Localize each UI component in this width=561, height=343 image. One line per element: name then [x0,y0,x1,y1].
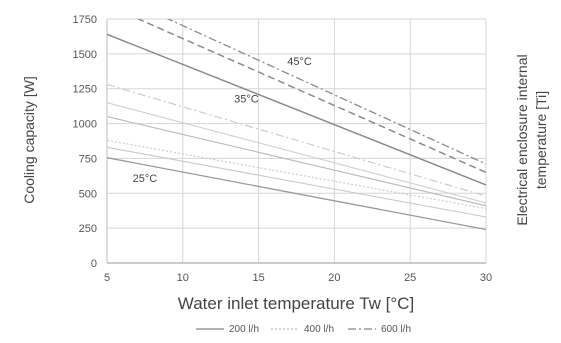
series-line-25c-200lh [107,157,486,231]
y-tick-label: 1750 [73,14,97,26]
series-line-45c-400lh [136,19,486,174]
series-line-45c-600lh [166,19,486,165]
x-tick-label: 10 [177,272,189,284]
x-tick-label: 30 [480,272,492,284]
temperature-annotation: 45°C [287,56,312,68]
legend-label: 200 l/h [229,324,259,335]
y-tick-label: 1500 [73,49,97,61]
y-tick-label: 750 [79,153,97,165]
x-tick-label: 25 [404,272,416,284]
y2-axis-title-line1: Electrical enclosure internal [514,54,530,225]
temperature-annotation: 35°C [234,94,259,106]
series-line-25c-600lh [107,139,486,210]
axis-ticks: 0 250 500 750 1000 1250 1500 1750 5 10 15 20 25 30 [73,14,493,284]
y-tick-label: 500 [79,188,97,200]
y-tick-label: 0 [91,258,97,270]
series-line-35c-600lh [107,83,486,197]
x-tick-label: 15 [252,272,264,284]
y-tick-label: 1250 [73,84,97,96]
x-axis-title: Water inlet temperature Tw [°C] [178,294,414,313]
temperature-annotation: 25°C [133,173,158,185]
series-line-35c-400lh [107,102,486,204]
y-tick-label: 1000 [73,119,97,131]
y-tick-label: 250 [79,223,97,235]
y-axis-title: Cooling capacity [W] [21,76,37,204]
series-line-35c-200lh [107,116,486,207]
y2-axis-title-line2: temperature [Ti] [533,91,549,189]
series-line-45c-200lh [107,33,486,186]
legend-label: 600 l/h [381,324,411,335]
series-lines [107,19,486,231]
x-tick-label: 20 [328,272,340,284]
series-line-25c-400lh [107,146,486,218]
annotations: 45°C 35°C 25°C [133,56,312,185]
legend: 200 l/h 400 l/h 600 l/h [196,324,411,335]
x-tick-label: 5 [104,272,110,284]
legend-label: 400 l/h [304,324,334,335]
